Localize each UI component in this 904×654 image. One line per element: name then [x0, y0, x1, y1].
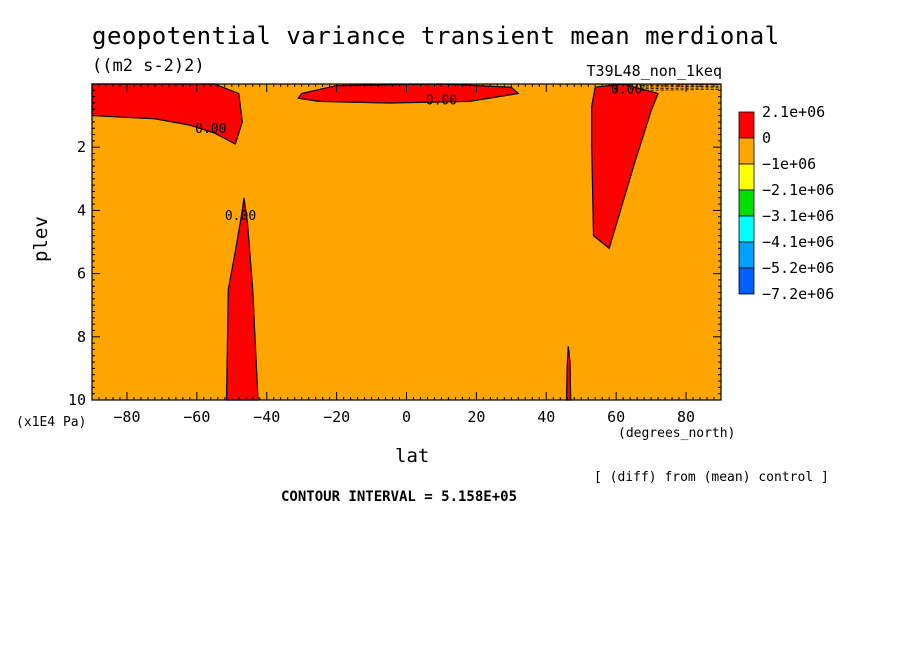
plot-area: 0.00 0.00 0.00 0.00 [91, 82, 721, 401]
legend-swatch [738, 163, 755, 191]
dashed-contour-line [640, 85, 720, 88]
contour-label: 0.00 [426, 94, 457, 109]
legend-swatch [738, 189, 755, 217]
y-tick-label: 8 [77, 328, 86, 346]
legend-swatch [738, 111, 755, 139]
x-tick-label: 0 [402, 408, 411, 426]
x-tick-label: −60 [183, 408, 210, 426]
x-tick-label: 20 [467, 408, 485, 426]
contour-label: 0.00 [225, 209, 256, 224]
x-tick-label: −20 [323, 408, 350, 426]
y-tick-label: 2 [77, 138, 86, 156]
dashed-contour-line [640, 87, 720, 90]
legend-label: −5.2e+06 [762, 259, 834, 277]
contour-label: 0.00 [195, 122, 226, 137]
positive-region-upper-center [297, 83, 520, 104]
legend-label: −3.1e+06 [762, 207, 834, 225]
diff-note: [ (diff) from (mean) control ] [594, 470, 829, 485]
x-axis-unit: (degrees_north) [618, 426, 736, 441]
chart-units: ((m2 s-2)2) [92, 56, 205, 76]
positive-region-upper-left [91, 83, 243, 145]
legend-label: −4.1e+06 [762, 233, 834, 251]
x-tick-label: −40 [253, 408, 280, 426]
legend-swatch [738, 267, 755, 295]
legend-label: −7.2e+06 [762, 285, 834, 303]
contour-interval: CONTOUR INTERVAL = 5.158E+05 [281, 489, 518, 505]
y-tick-label: 4 [77, 201, 86, 219]
legend-swatch [738, 241, 755, 269]
x-tick-label: −80 [113, 408, 140, 426]
axes: −80 −60 −40 −20 0 20 40 60 80 2 4 6 8 10 [68, 83, 722, 426]
x-axis-label: lat [395, 445, 430, 467]
legend-label: −2.1e+06 [762, 181, 834, 199]
legend-label: −1e+06 [762, 155, 816, 173]
color-legend: 2.1e+06 0 −1e+06 −2.1e+06 −3.1e+06 −4.1e+06 −5… [738, 103, 834, 303]
legend-label: 2.1e+06 [762, 103, 825, 121]
x-tick-label: 80 [677, 408, 695, 426]
y-axis-unit: (x1E4 Pa) [16, 415, 87, 430]
run-name: T39L48_non_1keq [586, 62, 722, 80]
y-tick-label: 6 [77, 265, 86, 283]
y-tick-label: 10 [68, 391, 86, 409]
dashed-contour-line [640, 88, 720, 91]
dashed-contour-line [640, 84, 720, 86]
legend-label: 0 [762, 129, 771, 147]
x-tick-label: 40 [537, 408, 555, 426]
contour-label: 0.00 [611, 82, 642, 97]
x-tick-label: 60 [607, 408, 625, 426]
legend-swatch [738, 215, 755, 243]
chart-title: geopotential variance transient mean mer… [92, 22, 780, 50]
legend-swatch [738, 137, 755, 165]
